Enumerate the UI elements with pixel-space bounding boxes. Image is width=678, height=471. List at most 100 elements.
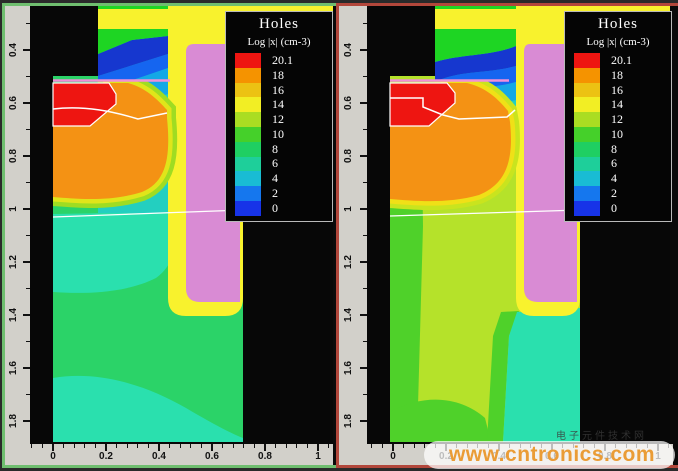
region-body-orange [390, 83, 511, 202]
x-minor-tick [328, 444, 330, 448]
y-major-tick [360, 314, 367, 316]
y-major-tick [360, 208, 367, 210]
legend-color-swatch [574, 186, 600, 201]
x-minor-tick [285, 444, 287, 448]
band-green [435, 29, 516, 62]
legend-row: 14 [235, 97, 332, 113]
legend-tick-label: 8 [272, 141, 278, 156]
legend-title: Holes [598, 16, 638, 32]
x-tick-label: 0.4 [152, 451, 166, 462]
legend-color-swatch [235, 82, 261, 98]
y-tick-label: 0.6 [343, 96, 354, 110]
legend-row: 8 [574, 142, 671, 157]
y-major-tick [360, 367, 367, 369]
region-bottom-green [390, 399, 491, 442]
y-tick-label: 1.8 [343, 414, 354, 428]
device-cross-section-right [367, 6, 670, 444]
y-tick-label: 0.6 [7, 96, 19, 110]
region-mid-green-band [487, 311, 519, 442]
contour-line-depletion [389, 209, 581, 217]
y-tick-label: 1.4 [343, 308, 354, 322]
x-minor-tick [200, 444, 202, 448]
legend-tick-label: 4 [611, 171, 617, 186]
legend-tick-label: 14 [272, 97, 284, 112]
x-axis-strip: 0 0.2 0.4 0.6 0.8 1 [5, 444, 333, 465]
y-minor-tick [363, 23, 367, 24]
legend-row: 2 [574, 186, 671, 201]
legend-tick-label: 0 [272, 200, 278, 215]
legend-color-swatch [574, 97, 600, 113]
colorbar: 20.1 18 16 14 12 10 8 6 4 2 0 [235, 53, 332, 216]
legend-color-swatch [574, 53, 600, 68]
contour-line-junction [52, 107, 168, 120]
panel-left-content: 0.4 0.6 0.8 1 1.2 1.4 1.6 1.8 0 0.2 0.4 0.6 0.8 1 [5, 6, 339, 465]
watermark-url: www.cntronics.com [448, 443, 656, 466]
y-minor-tick [26, 76, 30, 77]
region-bottom-teal [53, 375, 243, 442]
x-minor-tick [243, 444, 245, 448]
x-major-tick [264, 444, 266, 451]
x-minor-tick [169, 444, 171, 448]
x-minor-tick [73, 444, 75, 448]
legend-tick-label: 18 [272, 67, 284, 82]
legend-tick-label: 10 [611, 126, 623, 141]
legend-row: 20.1 [235, 53, 332, 68]
y-minor-tick [26, 341, 30, 342]
x-minor-tick [296, 444, 298, 448]
legend-tick-label: 2 [272, 186, 278, 201]
region-upper-teal [53, 212, 176, 293]
x-minor-tick [222, 444, 224, 448]
legend-tick-label: 16 [272, 82, 284, 97]
region-body-orange [53, 83, 169, 200]
legend-color-swatch [235, 67, 261, 83]
legend-color-swatch [574, 156, 600, 172]
legend-color-swatch [574, 112, 600, 127]
legend-color-swatch [574, 82, 600, 98]
watermark-site-name: 电子元件技术网 [556, 431, 647, 442]
legend-tick-label: 18 [611, 67, 623, 82]
x-minor-tick [94, 444, 96, 448]
legend-row: 4 [574, 171, 671, 187]
x-minor-tick [253, 444, 255, 448]
x-minor-tick [63, 444, 65, 448]
y-tick-label: 1.8 [7, 414, 19, 428]
legend-row: 18 [574, 68, 671, 83]
legend-row: 0 [574, 201, 671, 216]
band-dark-blue [98, 36, 168, 76]
legend-row: 12 [574, 112, 671, 127]
legend-color-swatch [235, 200, 261, 216]
y-major-tick [360, 261, 367, 263]
legend-row: 6 [235, 156, 332, 172]
x-minor-tick [126, 444, 128, 448]
panel-right-content: 0.40.60.811.21.41.61.8 00.20.40.60.81 [339, 6, 678, 465]
top-electrode-sliver [435, 6, 527, 9]
x-minor-tick [190, 444, 192, 448]
y-major-tick [23, 420, 30, 422]
y-major-tick [360, 102, 367, 104]
x-major-tick [52, 444, 54, 451]
legend-tick-label: 20.1 [272, 52, 293, 67]
x-minor-tick [84, 444, 86, 448]
band-dark-blue [435, 46, 516, 82]
y-tick-label: 1.6 [343, 361, 354, 375]
y-tick-label: 0.8 [343, 149, 354, 163]
x-minor-tick [424, 444, 426, 448]
x-tick-label: 0 [50, 451, 56, 462]
colorbar-legend-left: Holes Log |x| (cm-3) 20.1 18 16 14 12 10 8 6 4 2 0 [225, 11, 333, 222]
region-source-red [52, 82, 117, 127]
x-tick-label: 0.2 [99, 451, 113, 462]
simulation-panel-right[interactable]: 0.40.60.811.21.41.61.8 00.20.40.60.81 [336, 3, 678, 468]
legend-tick-label: 8 [611, 141, 617, 156]
region-right-teal [503, 308, 580, 442]
y-tick-label: 0.4 [7, 43, 19, 57]
y-major-tick [360, 49, 367, 51]
y-minor-tick [363, 288, 367, 289]
legend-row: 0 [235, 201, 332, 216]
y-axis-strip: 0.4 0.6 0.8 1 1.2 1.4 1.6 1.8 [339, 6, 367, 465]
colorbar-legend-right: Holes Log |x| (cm-3) 20.1 18 16 14 12 10 8 6 4 2 0 [564, 11, 672, 222]
legend-row: 8 [235, 142, 332, 157]
y-major-tick [23, 102, 30, 104]
y-major-tick [360, 420, 367, 422]
y-tick-label: 1 [343, 206, 354, 212]
